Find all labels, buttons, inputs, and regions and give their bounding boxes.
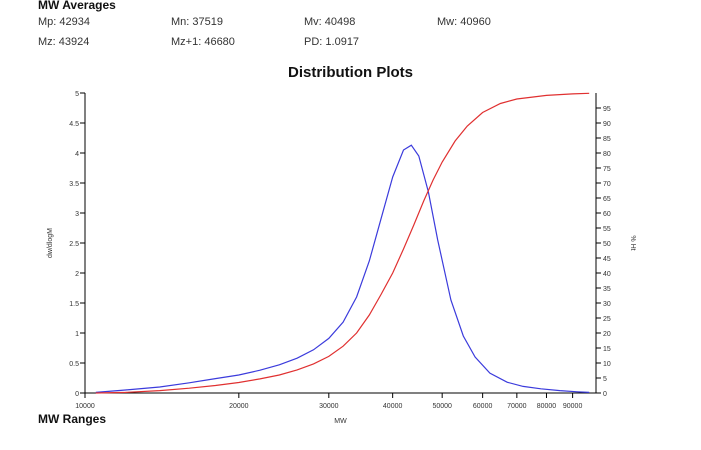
y-tick-label: 3 (75, 211, 79, 218)
y-tick-label: 5 (75, 91, 79, 98)
y2-tick-label: 10 (603, 361, 611, 368)
y2-axis-label: % Ht (629, 235, 636, 250)
y2-tick-label: 85 (603, 136, 611, 143)
distribution-curve (95, 144, 590, 393)
x-axis-label: MW (334, 418, 347, 425)
y-tick-label: 2 (75, 271, 79, 278)
y2-tick-label: 50 (603, 241, 611, 248)
y2-tick-label: 0 (603, 391, 607, 398)
y2-tick-label: 40 (603, 271, 611, 278)
y2-tick-label: 5 (603, 376, 607, 383)
y2-tick-label: 90 (603, 121, 611, 128)
x-tick-label: 50000 (432, 403, 452, 410)
mz1-value: Mz+1: 46680 (171, 36, 235, 48)
x-tick-label: 90000 (563, 403, 583, 410)
mz-value: Mz: 43924 (38, 36, 90, 48)
x-tick-label: 80000 (537, 403, 557, 410)
mw-value: Mw: 40960 (437, 16, 491, 28)
y-tick-label: 0.5 (69, 361, 79, 368)
y-tick-label: 3.5 (69, 181, 79, 188)
x-tick-label: 40000 (383, 403, 403, 410)
mn-value: Mn: 37519 (171, 16, 223, 28)
chart-title: Distribution Plots (288, 64, 413, 81)
mv-value: Mv: 40498 (304, 16, 356, 28)
y-axis-label: dw/dlogM (47, 228, 54, 258)
x-tick-label: 10000 (75, 403, 95, 410)
y2-tick-label: 75 (603, 166, 611, 173)
y2-tick-label: 55 (603, 226, 611, 233)
y2-tick-label: 20 (603, 331, 611, 338)
y-tick-label: 4 (75, 151, 79, 158)
pd-value: PD: 1.0917 (304, 36, 360, 48)
y2-tick-label: 30 (603, 301, 611, 308)
mw-averages-title: MW Averages (38, 0, 116, 12)
y2-tick-label: 35 (603, 286, 611, 293)
y2-tick-label: 80 (603, 151, 611, 158)
y-tick-label: 4.5 (69, 121, 79, 128)
y-tick-label: 2.5 (69, 241, 79, 248)
y2-tick-label: 60 (603, 211, 611, 218)
x-tick-label: 60000 (473, 403, 493, 410)
y2-tick-label: 65 (603, 196, 611, 203)
mp-value: Mp: 42934 (38, 16, 90, 28)
x-tick-label: 70000 (507, 403, 527, 410)
y-tick-label: 0 (75, 391, 79, 398)
y2-tick-label: 70 (603, 181, 611, 188)
y2-tick-label: 95 (603, 106, 611, 113)
y-tick-label: 1.5 (69, 301, 79, 308)
mw-ranges-title: MW Ranges (38, 412, 107, 426)
cumulative-curve (95, 92, 590, 394)
y-tick-label: 1 (75, 331, 79, 338)
y2-tick-label: 45 (603, 256, 611, 263)
x-tick-label: 30000 (319, 403, 339, 410)
x-tick-label: 20000 (229, 403, 249, 410)
y2-tick-label: 15 (603, 346, 611, 353)
y2-tick-label: 25 (603, 316, 611, 323)
